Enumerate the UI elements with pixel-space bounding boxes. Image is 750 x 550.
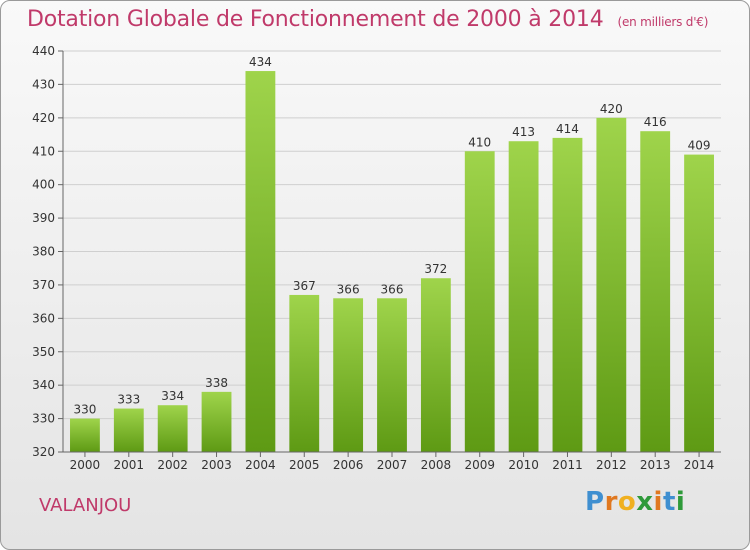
data-label: 367 (293, 279, 316, 293)
x-tick-label: 2011 (552, 458, 583, 472)
bar-2011 (552, 137, 583, 452)
bar-2003 (201, 391, 232, 452)
x-tick-label: 2010 (508, 458, 539, 472)
bars (70, 71, 714, 453)
x-tick-label: 2008 (421, 458, 452, 472)
x-tick-label: 2014 (684, 458, 715, 472)
y-tick-label: 380 (32, 245, 55, 259)
bar-2008 (420, 278, 451, 452)
x-tick-label: 2007 (377, 458, 408, 472)
chart-title: Dotation Globale de Fonctionnement de 20… (27, 7, 708, 32)
data-label: 416 (644, 115, 667, 129)
bar-2006 (333, 298, 364, 452)
y-tick-label: 320 (32, 445, 55, 459)
data-label: 366 (381, 282, 404, 296)
data-label: 414 (556, 122, 579, 136)
bar-2007 (377, 298, 407, 452)
x-tick-label: 2013 (640, 458, 671, 472)
y-tick-label: 420 (32, 111, 55, 125)
labels: 320 330 340 350 360 370 380 390 400 410 420 430 440 3… (32, 44, 714, 472)
x-tick-label: 2009 (464, 458, 495, 472)
x-tick-label: 2006 (333, 458, 364, 472)
bar-2000 (70, 418, 100, 452)
data-label: 333 (117, 393, 140, 407)
y-tick-label: 330 (32, 412, 55, 426)
data-label: 338 (205, 376, 228, 390)
bar-2004 (245, 71, 276, 453)
chart-title-text: Dotation Globale de Fonctionnement de 20… (27, 7, 604, 32)
data-label: 413 (512, 125, 535, 139)
y-tick-label: 430 (32, 77, 55, 91)
x-tick-label: 2002 (157, 458, 188, 472)
x-tick-label: 2005 (289, 458, 320, 472)
y-tick-label: 360 (32, 311, 55, 325)
bar-2013 (640, 131, 671, 452)
data-label: 434 (249, 55, 272, 69)
commune-name: VALANJOU (39, 495, 132, 516)
bar-2010 (508, 141, 539, 452)
y-tick-label: 390 (32, 211, 55, 225)
bar-2014 (684, 154, 714, 452)
y-tick-label: 410 (32, 144, 55, 158)
data-label: 366 (337, 282, 360, 296)
x-tick-label: 2003 (201, 458, 232, 472)
x-tick-label: 2000 (70, 458, 101, 472)
proxiti-logo: Proxiti (585, 487, 686, 517)
bar-2005 (289, 294, 320, 452)
y-tick-label: 400 (32, 178, 55, 192)
x-tick-label: 2001 (114, 458, 145, 472)
y-tick-label: 350 (32, 345, 55, 359)
bar-2002 (157, 405, 188, 452)
data-label: 409 (688, 139, 711, 153)
data-label: 330 (73, 403, 96, 417)
y-tick-label: 440 (32, 44, 55, 58)
bar-2001 (113, 408, 144, 452)
x-tick-label: 2012 (596, 458, 627, 472)
axes (58, 50, 721, 457)
data-label: 334 (161, 389, 184, 403)
data-label: 420 (600, 102, 623, 116)
y-tick-label: 340 (32, 378, 55, 392)
y-tick-label: 370 (32, 278, 55, 292)
data-label: 410 (468, 135, 491, 149)
bar-2009 (464, 151, 495, 452)
bar-2012 (596, 117, 627, 452)
chart-subtitle: (en milliers d'€) (617, 15, 709, 29)
data-label: 372 (424, 262, 447, 276)
x-tick-label: 2004 (245, 458, 276, 472)
